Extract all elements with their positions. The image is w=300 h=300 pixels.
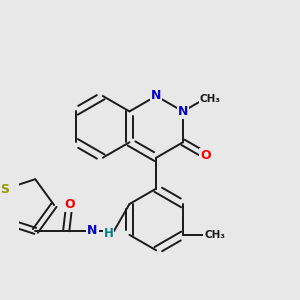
Text: H: H bbox=[103, 227, 113, 241]
Text: N: N bbox=[178, 105, 188, 118]
Text: O: O bbox=[64, 198, 75, 211]
Text: CH₃: CH₃ bbox=[200, 94, 220, 104]
Text: O: O bbox=[200, 149, 211, 162]
Text: N: N bbox=[87, 224, 98, 237]
Text: N: N bbox=[151, 89, 161, 103]
Text: S: S bbox=[0, 183, 9, 196]
Text: CH₃: CH₃ bbox=[204, 230, 225, 240]
